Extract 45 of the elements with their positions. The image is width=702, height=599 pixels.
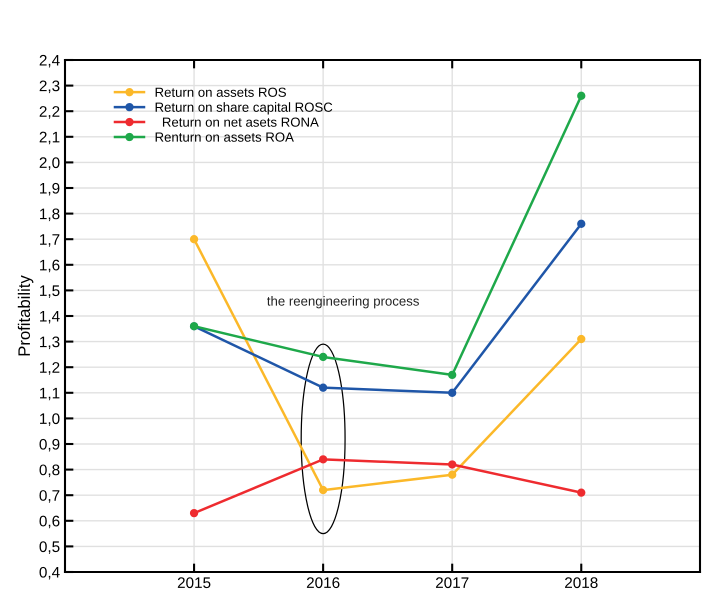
x-tick-label: 2018 [565, 577, 598, 588]
y-tick-label: 2,0 [40, 157, 60, 170]
y-tick-label: 0,9 [40, 438, 60, 452]
point [577, 334, 586, 344]
x-tick-label: 2016 [306, 577, 340, 588]
point [448, 460, 456, 469]
annotation: the reengineering process [267, 296, 419, 308]
x-tick-label: 2015 [178, 577, 210, 588]
point [577, 488, 586, 497]
y-tick-label: 1,2 [40, 362, 60, 375]
point [190, 235, 198, 244]
legend-label: Renturn on assets ROA [156, 132, 294, 142]
point [577, 220, 586, 228]
y-tick-label: 0,7 [40, 490, 60, 503]
point [448, 388, 456, 397]
y-tick-label: 0,4 [40, 566, 60, 580]
y-tick-label: 1,8 [40, 208, 60, 222]
y-tick-label: 2,4 [40, 54, 60, 68]
legend-label: Return on share capital ROSC [156, 102, 332, 114]
legend-label: Return on assets ROS [156, 88, 286, 97]
point [318, 384, 328, 392]
point [577, 92, 586, 100]
point [318, 455, 328, 464]
y-tick-label: 2,1 [40, 132, 60, 144]
y-tick-label: 1,1 [40, 388, 60, 400]
legend-label: Return on net asets RONA [162, 117, 319, 127]
point [190, 508, 198, 518]
y-tick-label: 0,5 [40, 541, 60, 554]
point [448, 470, 456, 479]
point [318, 486, 328, 494]
y-tick-label: 1,6 [40, 260, 60, 272]
y-tick-label: 2,2 [40, 106, 60, 119]
y-tick-label: 0,8 [40, 464, 60, 478]
y-tick-label: 1,4 [40, 311, 60, 324]
y-tick-label: 1,7 [40, 234, 60, 247]
point [448, 370, 456, 380]
y-axis-title: Profitability [18, 275, 34, 356]
y-tick-label: 1,9 [40, 182, 60, 196]
y-tick-label: 0,6 [40, 516, 60, 528]
y-tick-label: 1,3 [40, 336, 60, 350]
y-tick-label: 1,0 [40, 413, 60, 426]
y-tick-label: 2,3 [40, 80, 60, 94]
y-tick-label: 1,5 [40, 285, 60, 298]
point [318, 352, 328, 362]
x-tick-label: 2017 [436, 577, 468, 588]
